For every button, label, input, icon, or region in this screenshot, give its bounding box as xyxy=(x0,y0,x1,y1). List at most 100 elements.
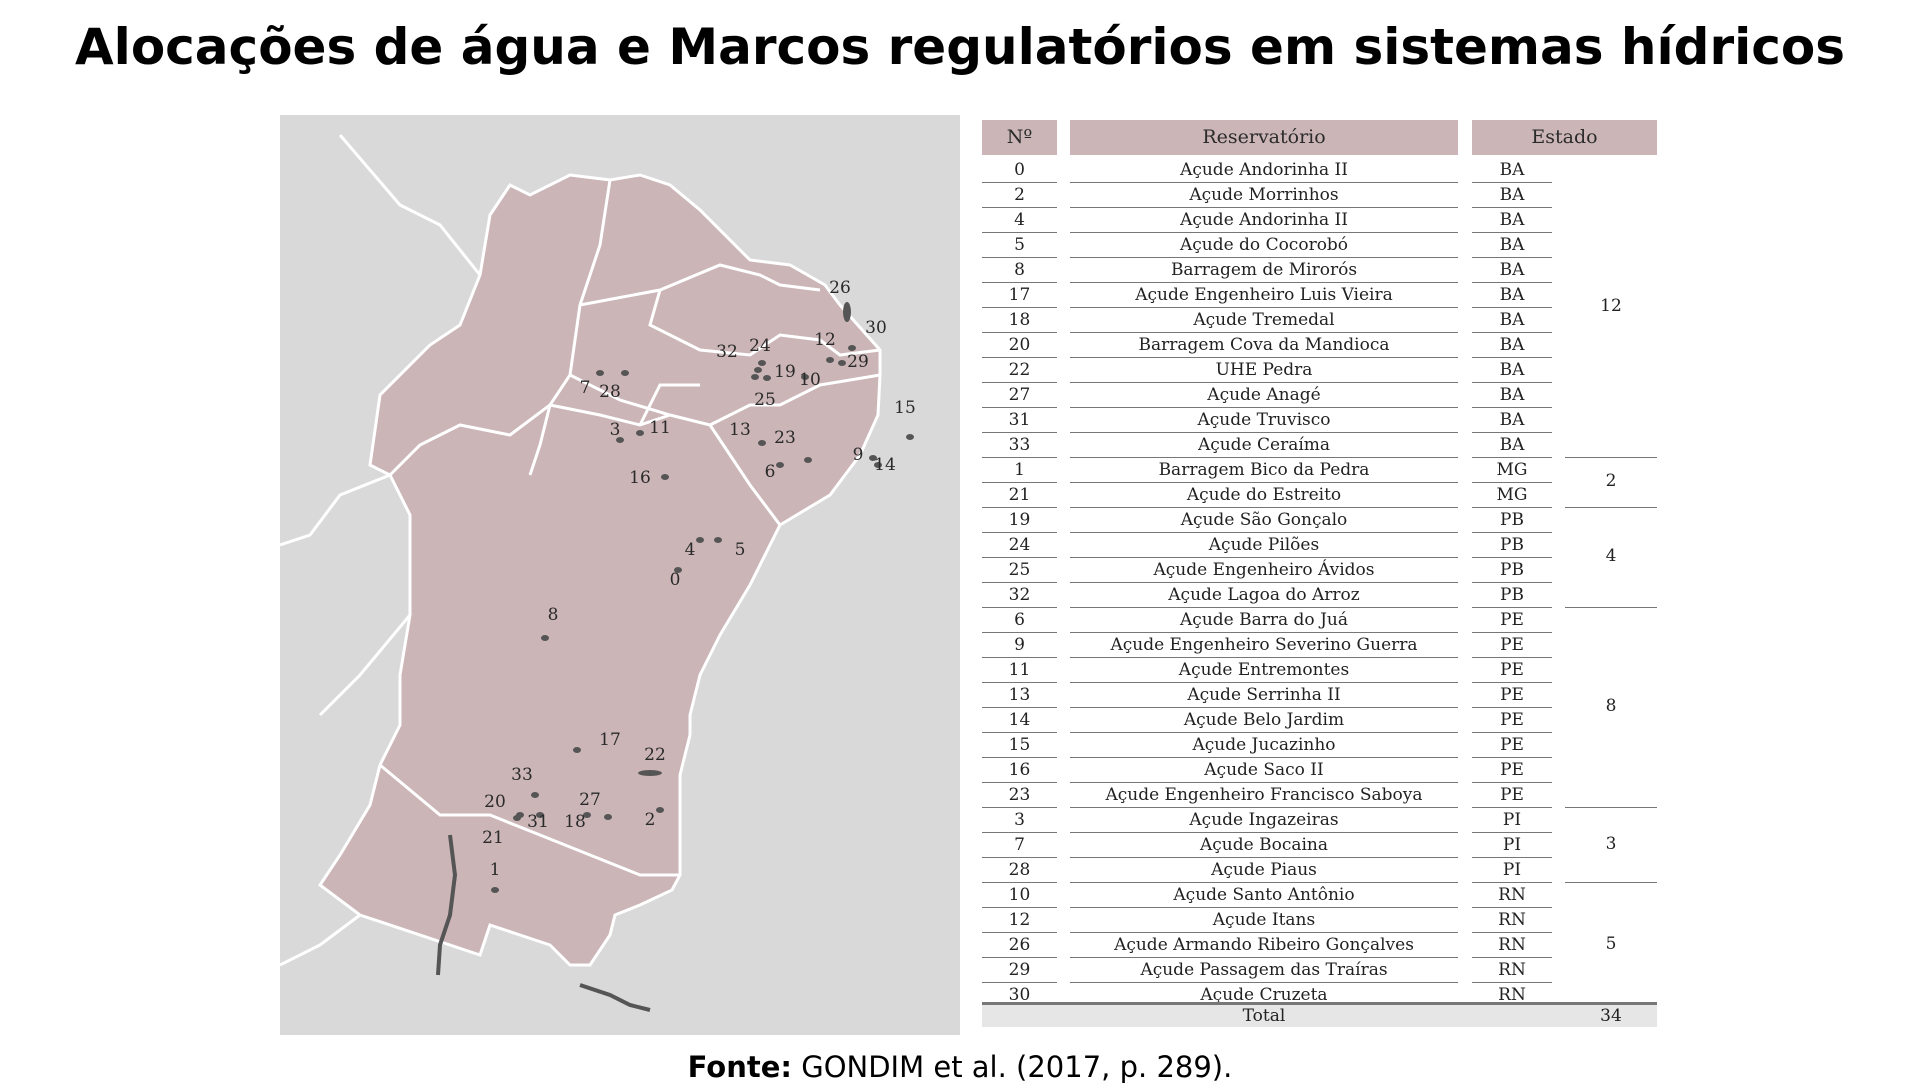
table-row: 18 Açude Tremedal BA xyxy=(982,308,1657,333)
table-row: 21 Açude do Estreito MG xyxy=(982,483,1657,508)
reservoir-label: 16 xyxy=(629,468,651,488)
table-row: 24 Açude Pilões PB xyxy=(982,533,1657,558)
cell-state: RN xyxy=(1472,933,1552,958)
group-divider xyxy=(1565,882,1657,883)
cell-state: PE xyxy=(1472,683,1552,708)
reservoir-marker xyxy=(636,430,644,436)
cell-reservoir: Açude do Estreito xyxy=(1070,483,1458,508)
reservoir-marker xyxy=(714,537,722,543)
table-row: 32 Açude Lagoa do Arroz PB xyxy=(982,583,1657,608)
cell-reservoir: Barragem Bico da Pedra xyxy=(1070,458,1458,483)
state-group-count: 2 xyxy=(1605,471,1617,491)
table-row: 27 Açude Anagé BA xyxy=(982,383,1657,408)
cell-state: BA xyxy=(1472,208,1552,233)
reservoir-marker xyxy=(843,302,851,322)
reservoir-marker xyxy=(661,474,669,480)
reservoir-label: 12 xyxy=(814,330,836,350)
reservoir-marker xyxy=(696,537,704,543)
table-row: 10 Açude Santo Antônio RN xyxy=(982,883,1657,908)
reservoir-label: 20 xyxy=(484,792,506,812)
header-reservoir: Reservatório xyxy=(1070,120,1458,155)
cell-state: BA xyxy=(1472,408,1552,433)
table-row: 15 Açude Jucazinho PE xyxy=(982,733,1657,758)
table-row: 11 Açude Entremontes PE xyxy=(982,658,1657,683)
cell-state: BA xyxy=(1472,258,1552,283)
cell-num: 17 xyxy=(982,283,1057,308)
cell-num: 3 xyxy=(982,808,1057,833)
reservoir-label: 19 xyxy=(774,362,796,382)
cell-reservoir: Açude Jucazinho xyxy=(1070,733,1458,758)
cell-num: 11 xyxy=(982,658,1057,683)
reservoir-marker xyxy=(536,812,544,818)
reservoir-marker xyxy=(874,462,882,468)
table-row: 7 Açude Bocaina PI xyxy=(982,833,1657,858)
table-row: 26 Açude Armando Ribeiro Gonçalves RN xyxy=(982,933,1657,958)
cell-state: PE xyxy=(1472,758,1552,783)
header-num: Nº xyxy=(982,120,1057,155)
table-row: 25 Açude Engenheiro Ávidos PB xyxy=(982,558,1657,583)
reservoir-marker xyxy=(869,455,877,461)
group-divider xyxy=(1565,457,1657,458)
cell-reservoir: Açude Belo Jardim xyxy=(1070,708,1458,733)
cell-reservoir: Açude Truvisco xyxy=(1070,408,1458,433)
table-row: 31 Açude Truvisco BA xyxy=(982,408,1657,433)
table-row: 17 Açude Engenheiro Luis Vieira BA xyxy=(982,283,1657,308)
cell-state: PE xyxy=(1472,783,1552,808)
cell-reservoir: Açude Engenheiro Luis Vieira xyxy=(1070,283,1458,308)
reservoir-label: 22 xyxy=(644,745,666,765)
reservoir-marker xyxy=(763,375,771,381)
cell-num: 32 xyxy=(982,583,1057,608)
cell-state: PE xyxy=(1472,608,1552,633)
total-value: 34 xyxy=(1600,1006,1622,1026)
total-label: Total xyxy=(1242,1006,1286,1026)
cell-reservoir: Açude Piaus xyxy=(1070,858,1458,883)
source-label: Fonte: xyxy=(687,1050,793,1084)
cell-num: 15 xyxy=(982,733,1057,758)
reservoir-label: 8 xyxy=(548,605,559,625)
cell-state: PB xyxy=(1472,508,1552,533)
cell-num: 26 xyxy=(982,933,1057,958)
table-row: 28 Açude Piaus PI xyxy=(982,858,1657,883)
cell-num: 10 xyxy=(982,883,1057,908)
reservoir-label: 33 xyxy=(511,765,533,785)
cell-num: 29 xyxy=(982,958,1057,983)
reservoir-marker xyxy=(758,360,766,366)
cell-reservoir: Açude Tremedal xyxy=(1070,308,1458,333)
state-group-count: 12 xyxy=(1600,296,1622,316)
reservoir-label: 28 xyxy=(599,382,621,402)
cell-state: PI xyxy=(1472,833,1552,858)
cell-state: RN xyxy=(1472,958,1552,983)
cell-state: PB xyxy=(1472,558,1552,583)
reservoir-label: 6 xyxy=(765,462,776,482)
reservoir-marker xyxy=(604,814,612,820)
cell-state: BA xyxy=(1472,183,1552,208)
source-text: GONDIM et al. (2017, p. 289). xyxy=(801,1050,1233,1084)
cell-num: 7 xyxy=(982,833,1057,858)
cell-state: PE xyxy=(1472,733,1552,758)
cell-state: BA xyxy=(1472,233,1552,258)
cell-num: 28 xyxy=(982,858,1057,883)
cell-reservoir: Açude São Gonçalo xyxy=(1070,508,1458,533)
rivers xyxy=(436,834,651,1012)
cell-num: 16 xyxy=(982,758,1057,783)
cell-reservoir: Açude Armando Ribeiro Gonçalves xyxy=(1070,933,1458,958)
reservoir-label: 25 xyxy=(754,390,776,410)
reservoir-label: 32 xyxy=(716,342,738,362)
cell-reservoir: Açude Lagoa do Arroz xyxy=(1070,583,1458,608)
reservoir-label: 30 xyxy=(865,318,887,338)
reservoir-label: 10 xyxy=(799,370,821,390)
cell-num: 24 xyxy=(982,533,1057,558)
reservoir-marker xyxy=(758,440,766,446)
cell-num: 23 xyxy=(982,783,1057,808)
table-row: 19 Açude São Gonçalo PB xyxy=(982,508,1657,533)
reservoir-label: 26 xyxy=(829,278,851,298)
cell-num: 0 xyxy=(982,158,1057,183)
reservoir-label: 15 xyxy=(894,398,916,418)
reservoir-label: 24 xyxy=(749,336,771,356)
table-row: 6 Açude Barra do Juá PE xyxy=(982,608,1657,633)
cell-state: BA xyxy=(1472,283,1552,308)
table-row: 1 Barragem Bico da Pedra MG xyxy=(982,458,1657,483)
cell-num: 19 xyxy=(982,508,1057,533)
